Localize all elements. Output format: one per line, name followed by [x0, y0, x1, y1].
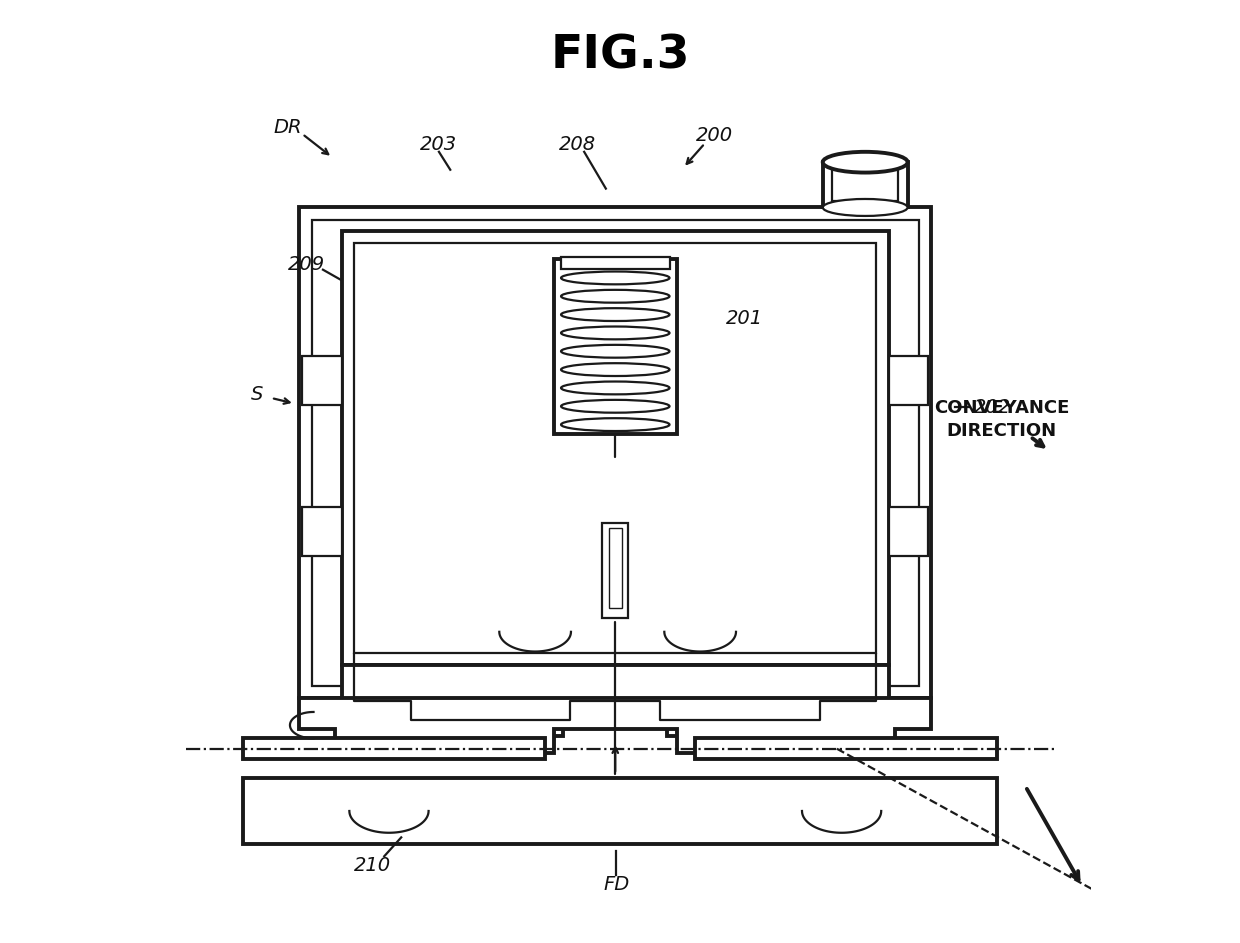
Ellipse shape: [823, 152, 908, 173]
Ellipse shape: [560, 290, 670, 303]
Text: FIG.3: FIG.3: [551, 33, 689, 78]
Text: FD: FD: [603, 875, 630, 894]
Ellipse shape: [560, 345, 670, 357]
Bar: [560, 257, 670, 269]
Bar: [823, 162, 908, 207]
Bar: [355, 243, 877, 653]
Ellipse shape: [823, 199, 908, 216]
Bar: [299, 207, 931, 698]
Text: 203: 203: [420, 135, 458, 154]
Text: 208: 208: [559, 135, 596, 154]
Text: 200: 200: [696, 126, 733, 145]
Text: DR: DR: [274, 118, 303, 137]
Polygon shape: [889, 507, 929, 556]
Bar: [832, 162, 898, 201]
Text: 209: 209: [289, 255, 325, 273]
Bar: [603, 523, 629, 618]
Bar: [311, 220, 919, 686]
Bar: [553, 259, 677, 434]
Ellipse shape: [560, 308, 670, 321]
Bar: [342, 231, 889, 665]
Bar: [609, 528, 622, 608]
Polygon shape: [342, 665, 889, 736]
Ellipse shape: [560, 363, 670, 376]
Text: 210: 210: [353, 856, 391, 875]
Polygon shape: [889, 356, 929, 405]
Bar: [243, 778, 997, 844]
Ellipse shape: [560, 400, 670, 413]
Text: CONVEYANCE
DIRECTION: CONVEYANCE DIRECTION: [934, 399, 1070, 440]
Ellipse shape: [560, 418, 670, 431]
Bar: [696, 738, 997, 759]
Polygon shape: [299, 698, 931, 753]
Text: S: S: [250, 385, 263, 404]
Text: 202: 202: [973, 398, 1011, 417]
Text: 201: 201: [725, 309, 763, 328]
Bar: [243, 738, 544, 759]
Polygon shape: [303, 356, 342, 405]
Polygon shape: [303, 507, 342, 556]
Ellipse shape: [560, 382, 670, 394]
Ellipse shape: [560, 272, 670, 285]
Ellipse shape: [560, 326, 670, 339]
